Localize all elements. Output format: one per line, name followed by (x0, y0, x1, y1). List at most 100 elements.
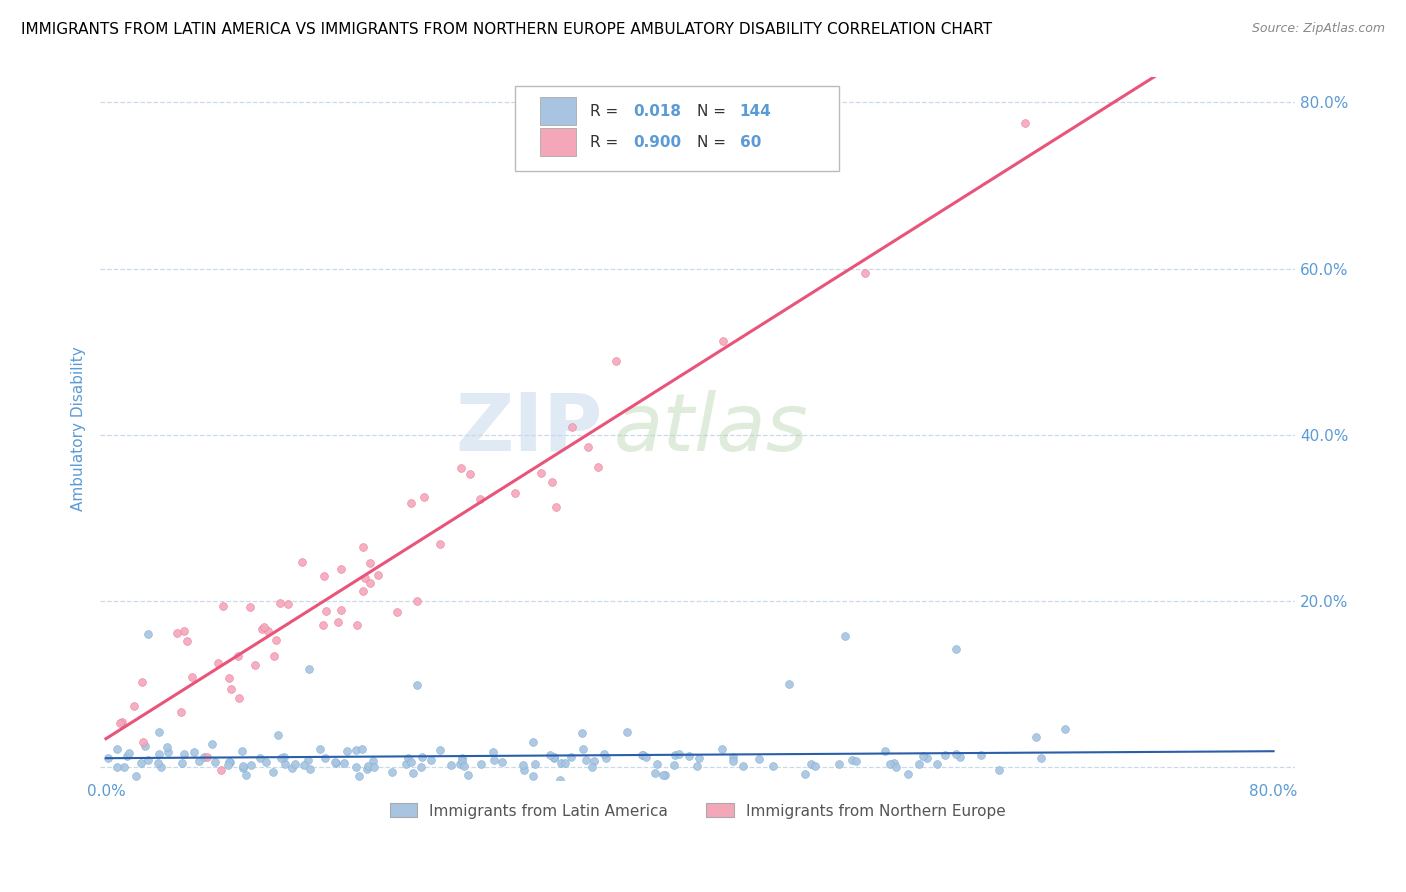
Point (281, 761, 304, 775)
Point (193, 750, 215, 764)
Point (927, 756, 949, 771)
Text: ZIP: ZIP (456, 390, 602, 467)
Y-axis label: Ambulatory Disability: Ambulatory Disability (72, 346, 86, 511)
Point (270, 751, 292, 765)
Point (429, 537, 451, 551)
Point (949, 750, 972, 764)
Point (794, 767, 817, 781)
Point (243, 658, 266, 673)
Point (911, 748, 934, 763)
Text: R =: R = (591, 135, 623, 150)
Point (97, 751, 120, 765)
Point (131, 674, 153, 689)
Point (987, 763, 1010, 777)
Point (883, 756, 905, 770)
Point (420, 753, 443, 767)
Point (571, 726, 593, 740)
Point (188, 754, 211, 768)
Point (523, 757, 546, 772)
Point (347, 769, 370, 783)
Point (309, 741, 332, 756)
Point (381, 765, 404, 780)
Point (512, 758, 534, 772)
Point (170, 756, 193, 770)
Point (449, 757, 471, 772)
Text: 0.018: 0.018 (633, 103, 682, 119)
Point (593, 747, 616, 762)
Text: R =: R = (591, 103, 623, 119)
Point (513, 764, 536, 778)
Point (357, 759, 380, 773)
Point (451, 755, 474, 769)
Point (1029, 751, 1052, 765)
Point (363, 760, 385, 774)
Point (616, 724, 638, 739)
Point (173, 747, 195, 761)
Point (354, 571, 377, 585)
Point (359, 575, 381, 590)
Point (346, 759, 368, 773)
Point (267, 728, 290, 742)
Point (204, 755, 226, 769)
Point (543, 750, 565, 764)
Point (134, 739, 156, 754)
Point (344, 742, 367, 756)
Point (299, 762, 322, 776)
Point (845, 754, 868, 768)
Point (481, 745, 503, 759)
Point (540, 748, 562, 763)
Point (112, 759, 135, 773)
Point (212, 599, 235, 613)
Point (105, 742, 128, 756)
Point (367, 568, 389, 582)
Point (217, 758, 239, 772)
Point (395, 756, 418, 771)
Point (458, 467, 481, 482)
Point (586, 459, 609, 474)
Point (136, 753, 159, 767)
Point (879, 757, 901, 772)
Text: 144: 144 (740, 103, 772, 119)
Point (235, 768, 257, 782)
Point (240, 758, 263, 772)
Point (254, 755, 277, 769)
Point (778, 677, 800, 691)
Point (450, 460, 472, 475)
Point (148, 725, 170, 739)
Point (652, 768, 675, 782)
Point (1025, 730, 1047, 744)
Point (873, 744, 896, 758)
Point (548, 773, 571, 788)
Point (226, 649, 249, 664)
Point (644, 766, 666, 780)
Point (297, 753, 319, 767)
Point (411, 749, 433, 764)
Point (129, 756, 152, 771)
Point (731, 759, 754, 773)
Point (581, 760, 603, 774)
Point (333, 756, 356, 771)
Point (934, 748, 956, 763)
Legend: Immigrants from Latin America, Immigrants from Northern Europe: Immigrants from Latin America, Immigrant… (384, 797, 1012, 824)
Point (645, 757, 668, 772)
Point (166, 626, 188, 640)
Point (325, 755, 347, 769)
Point (105, 760, 128, 774)
Point (356, 762, 378, 776)
Point (335, 743, 357, 757)
Point (884, 760, 907, 774)
Point (269, 596, 291, 610)
Point (945, 642, 967, 657)
Point (686, 759, 709, 773)
Point (249, 750, 271, 764)
Point (176, 633, 198, 648)
Point (108, 715, 131, 730)
Point (124, 769, 146, 783)
Point (654, 768, 676, 782)
Point (576, 440, 599, 454)
Point (470, 757, 492, 772)
Point (273, 750, 295, 764)
Text: 60: 60 (740, 135, 761, 150)
Point (136, 627, 159, 641)
Point (550, 756, 572, 770)
